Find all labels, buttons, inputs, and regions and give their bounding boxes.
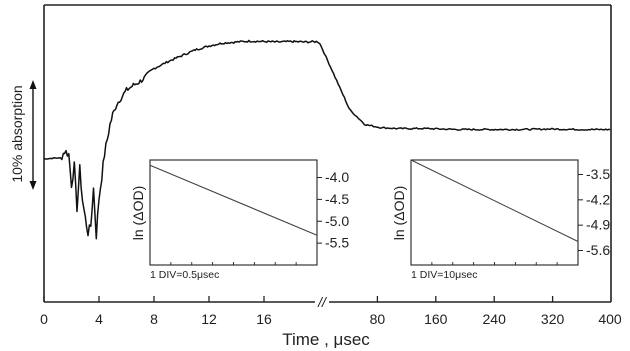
inset-1-y-ticks: -4.0 -4.5 -5.0 -5.5 [170,169,349,265]
x-tick-label: 320 [541,311,565,327]
inset-y-tick-label: -4.5 [325,191,349,207]
inset-y-tick-label: -5.6 [586,242,610,258]
x-tick-label: 400 [598,311,622,327]
inset-1: -4.0 -4.5 -5.0 -5.5 ln (ΔOD) 1 DIV=0.5μsec [130,159,349,281]
x-tick-label: 240 [483,311,507,327]
x-tick-label: 4 [95,311,103,327]
absorption-trace [43,39,611,240]
inset-1-y-label: ln (ΔOD) [130,186,146,240]
scale-bar-arrow-up [29,80,37,89]
x-tick-label: 8 [150,311,158,327]
inset-2-x-label: 1 DIV=10μsec [411,269,477,281]
inset-y-tick-label: -4.2 [586,191,610,207]
inset-1-decay-line [149,164,318,236]
main-plot: // 0 4 8 12 16 80 160 240 320 400 Time , μsec [40,4,622,349]
axis-break-mark: // [317,294,328,310]
absorption-scale-bar: 10% absorption [9,80,37,190]
main-x-ticks: 0 4 8 12 16 80 160 240 320 400 [40,296,622,327]
x-axis-title: Time , μsec [282,330,370,349]
inset-1-x-label: 1 DIV=0.5μsec [150,269,219,281]
x-tick-label: 12 [201,311,217,327]
x-tick-label: 80 [370,311,386,327]
inset-y-tick-label: -4.9 [586,217,610,233]
scale-bar-arrow-down [29,181,37,190]
x-tick-label: 0 [40,311,48,327]
inset-2: -3.5 -4.2 -4.9 -5.6 ln (ΔOD) 1 DIV=10μsec [391,159,610,281]
inset-y-tick-label: -4.0 [325,169,349,185]
x-tick-label: 16 [256,311,272,327]
inset-y-tick-label: -3.5 [586,166,610,182]
inset-2-y-ticks: -3.5 -4.2 -4.9 -5.6 [431,166,610,265]
scale-bar-label: 10% absorption [9,85,25,182]
inset-2-decay-line [410,159,579,242]
inset-2-frame [410,159,579,266]
x-tick-label: 160 [424,311,448,327]
inset-y-tick-label: -5.5 [325,235,349,251]
inset-2-y-label: ln (ΔOD) [391,186,407,240]
inset-y-tick-label: -5.0 [325,213,349,229]
